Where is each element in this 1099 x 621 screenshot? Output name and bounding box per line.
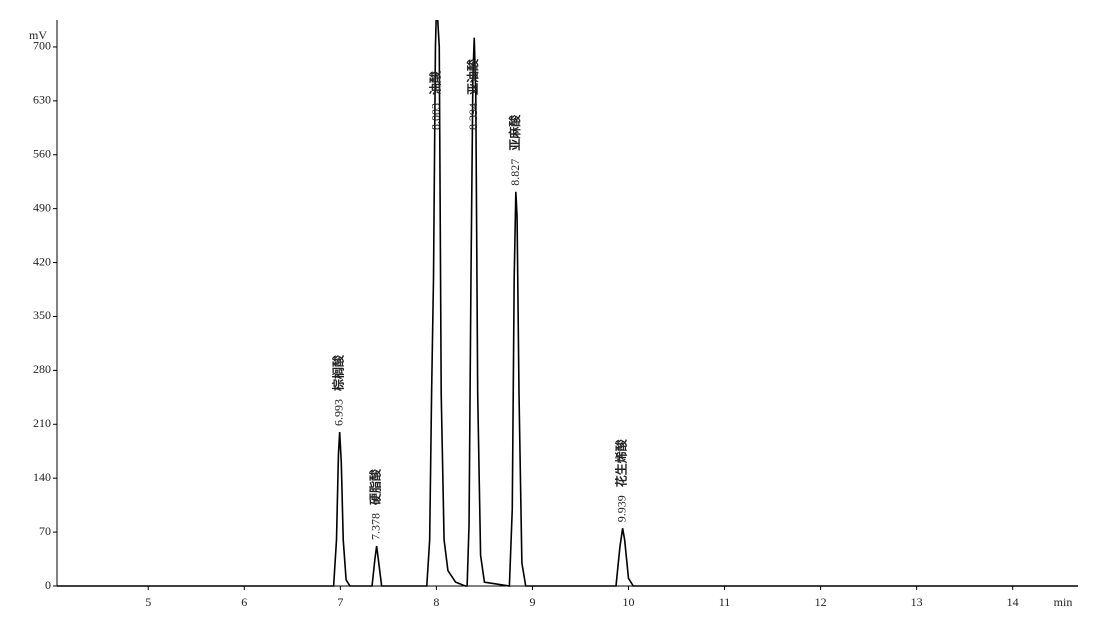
x-tick-label: 10 [622, 595, 634, 609]
y-tick-label: 70 [39, 524, 51, 538]
retention-time: 8.827 [508, 159, 522, 186]
y-tick-label: 700 [33, 39, 51, 53]
x-axis-label: min [1054, 595, 1073, 609]
y-tick-label: 560 [33, 147, 51, 161]
compound-name: 油酸 [427, 70, 442, 95]
retention-time: 8.003 [428, 103, 442, 130]
compound-name: 硬脂酸 [367, 468, 382, 505]
compound-name: 棕榈酸 [330, 354, 345, 392]
y-tick-label: 0 [45, 578, 51, 592]
x-tick-label: 6 [241, 595, 247, 609]
compound-name: 亚麻酸 [507, 114, 522, 151]
y-tick-label: 140 [33, 470, 51, 484]
chromatogram-line [57, 20, 1078, 587]
peak-annotation: 9.939 花生烯酸 [613, 438, 628, 522]
y-tick-label: 280 [33, 362, 51, 376]
retention-time: 7.378 [368, 513, 382, 540]
y-axis-label: mV [29, 28, 47, 42]
peak-annotation: 8.827 亚麻酸 [507, 114, 522, 186]
y-tick-label: 490 [33, 200, 51, 214]
peak-annotation: 8.003 油酸 [427, 70, 442, 130]
peak-annotation: 6.993 棕榈酸 [330, 354, 345, 426]
x-tick-label: 8 [433, 595, 439, 609]
x-tick-label: 5 [145, 595, 151, 609]
y-tick-label: 630 [33, 93, 51, 107]
compound-name: 花生烯酸 [613, 438, 628, 487]
peak-annotation: 7.378 硬脂酸 [367, 468, 382, 540]
retention-time: 9.939 [614, 495, 628, 522]
x-tick-label: 9 [529, 595, 535, 609]
y-tick-label: 210 [33, 416, 51, 430]
y-tick-label: 350 [33, 308, 51, 322]
x-tick-label: 12 [815, 595, 827, 609]
x-tick-label: 11 [719, 595, 731, 609]
retention-time: 6.993 [331, 399, 345, 426]
x-tick-label: 7 [337, 595, 343, 609]
x-tick-label: 13 [911, 595, 923, 609]
y-tick-label: 420 [33, 254, 51, 268]
retention-time: 8.394 [466, 103, 480, 130]
x-tick-label: 14 [1007, 595, 1019, 609]
peak-annotation: 8.394 亚油酸 [465, 58, 480, 130]
compound-name: 亚油酸 [465, 58, 480, 95]
